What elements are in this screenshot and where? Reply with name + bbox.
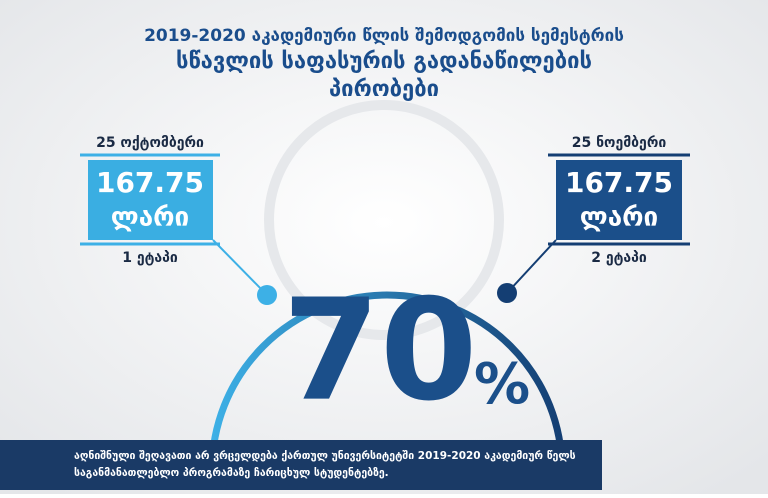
footer-line: საგანმანათლებლო პროგრამაზე ჩარიცხულ სტუდ… [74,467,389,479]
stage-box [556,160,682,240]
stage-box [88,160,213,240]
title-line: პირობები [329,77,439,102]
stage-date: 25 ოქტომბერი [96,135,204,151]
title-line: 2019-2020 აკადემიური წლის შემოდგომის სემ… [144,26,624,46]
stage-amount: 167.75 [565,166,673,199]
stage-label: 1 ეტაპი [122,250,178,266]
arc [208,291,566,471]
dot [257,285,277,305]
stage-currency: ლარი [111,203,189,233]
dot [497,283,517,303]
footer-bar [0,440,602,490]
connector [506,239,557,294]
discount-sign: % [474,352,530,417]
stage-currency: ლარი [580,203,658,233]
title-line: სწავლის საფასურის გადანაწილების [176,49,592,74]
stage-amount: 167.75 [96,166,204,199]
footer-line: აღნიშნული შეღავათი არ ვრცელდება ქართულ უ… [74,450,576,462]
discount-number: 70 [283,270,478,433]
connector [212,239,268,296]
watermark [264,100,504,340]
stage-label: 2 ეტაპი [591,250,647,266]
stage-date: 25 ნოემბერი [572,135,667,151]
